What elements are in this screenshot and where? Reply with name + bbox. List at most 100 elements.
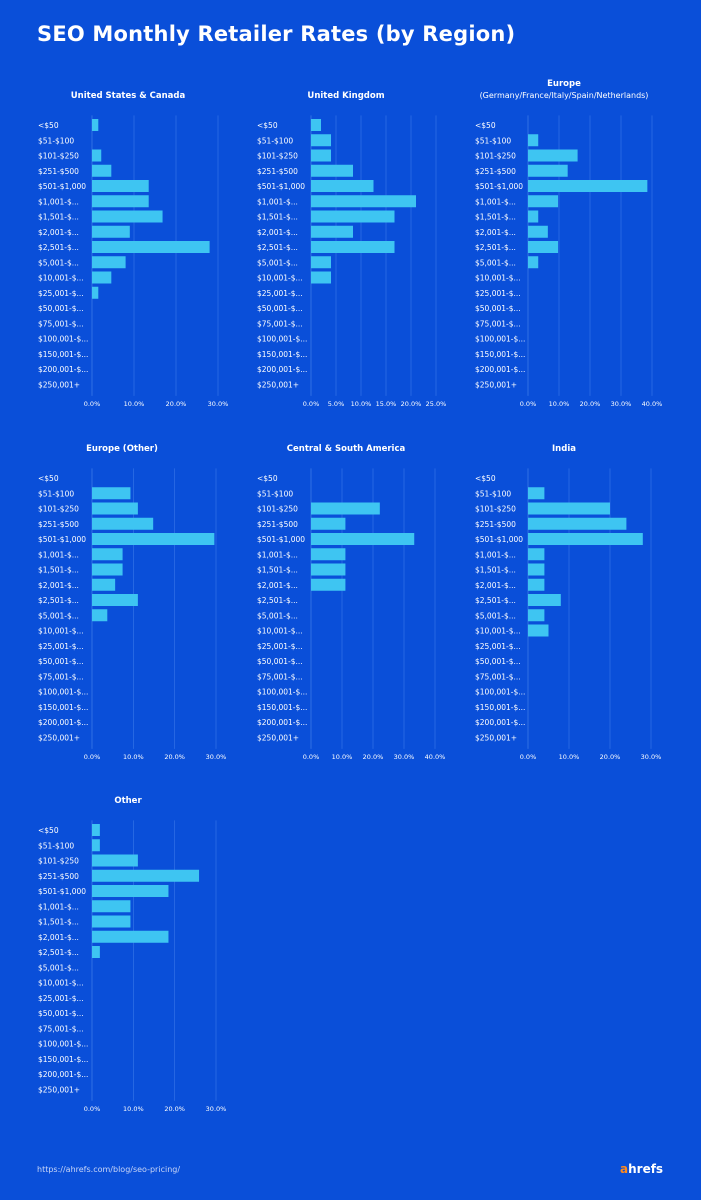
- category-label: $200,001-$...: [475, 718, 525, 727]
- category-label: $251-$500: [38, 167, 79, 176]
- category-label: $2,001-$...: [475, 228, 516, 237]
- category-label: $150,001-$...: [475, 350, 525, 359]
- bar: [528, 563, 545, 576]
- category-label: $150,001-$...: [38, 1055, 88, 1064]
- category-label: $100,001-$...: [257, 688, 307, 697]
- page-title: SEO Monthly Retailer Rates (by Region): [37, 22, 516, 46]
- bar: [92, 594, 138, 606]
- category-label: $251-$500: [38, 520, 79, 529]
- category-label: $200,001-$...: [475, 365, 525, 374]
- category-label: $1,501-$...: [38, 918, 79, 927]
- bar: [311, 225, 353, 238]
- chart-title: Central & South America: [287, 444, 406, 454]
- category-label: $501-$1,000: [38, 182, 86, 191]
- x-tick-label: 10.0%: [559, 753, 580, 761]
- category-label: $200,001-$...: [38, 365, 88, 374]
- bar: [528, 225, 548, 238]
- bar: [528, 609, 545, 622]
- bar: [311, 533, 415, 545]
- bar: [92, 824, 100, 836]
- category-label: $150,001-$...: [475, 703, 525, 712]
- bar: [92, 195, 149, 208]
- category-label: $150,001-$...: [38, 703, 88, 712]
- bar: [92, 271, 112, 284]
- category-label: $101-$250: [38, 857, 79, 866]
- x-tick-label: 10.0%: [124, 400, 145, 408]
- x-tick-label: 30.0%: [206, 753, 227, 761]
- x-tick-label: 10.0%: [549, 400, 570, 408]
- x-tick-label: 25.0%: [426, 400, 447, 408]
- bar: [92, 563, 123, 576]
- category-label: $2,501-$...: [257, 243, 298, 252]
- bar: [92, 502, 138, 515]
- category-label: $2,501-$...: [257, 596, 298, 605]
- chart-title: India: [552, 444, 576, 454]
- category-label: $1,001-$...: [38, 902, 79, 911]
- category-label: $1,501-$...: [38, 566, 79, 575]
- category-label: $250,001+: [475, 380, 517, 389]
- bar: [528, 502, 610, 515]
- x-tick-label: 30.0%: [206, 1105, 227, 1113]
- category-label: $10,001-$...: [475, 274, 521, 283]
- category-label: $501-$1,000: [257, 535, 305, 544]
- category-label: $1,001-$...: [257, 550, 298, 559]
- category-label: $101-$250: [475, 505, 516, 514]
- bar: [528, 624, 549, 637]
- category-label: <$50: [475, 474, 496, 483]
- bar: [528, 149, 578, 162]
- category-label: $1,501-$...: [475, 213, 516, 222]
- bar: [311, 502, 380, 515]
- category-label: $2,001-$...: [38, 228, 79, 237]
- x-tick-label: 10.0%: [351, 400, 372, 408]
- x-tick-label: 30.0%: [611, 400, 632, 408]
- category-label: $51-$100: [38, 136, 74, 145]
- bar: [92, 930, 169, 943]
- category-label: $75,001-$...: [475, 672, 521, 681]
- category-label: $5,001-$...: [257, 258, 298, 267]
- chart-title: United Kingdom: [307, 91, 384, 101]
- bar: [311, 241, 395, 253]
- bar: [92, 915, 131, 928]
- category-label: $250,001+: [475, 733, 517, 742]
- category-label: $501-$1,000: [475, 535, 523, 544]
- category-label: $51-$100: [475, 489, 511, 498]
- bar: [528, 210, 539, 223]
- bar: [311, 134, 331, 147]
- category-label: $1,501-$...: [38, 213, 79, 222]
- category-label: $1,001-$...: [257, 197, 298, 206]
- category-label: $501-$1,000: [38, 887, 86, 896]
- x-tick-label: 0.0%: [520, 753, 537, 761]
- category-label: <$50: [38, 826, 59, 835]
- category-label: $1,001-$...: [475, 550, 516, 559]
- category-label: $200,001-$...: [257, 365, 307, 374]
- bar: [528, 164, 568, 177]
- bar: [528, 517, 627, 530]
- category-label: <$50: [38, 121, 59, 130]
- category-label: $501-$1,000: [475, 182, 523, 191]
- bar: [311, 578, 346, 591]
- bar: [311, 548, 346, 561]
- footer-source-url[interactable]: https://ahrefs.com/blog/seo-pricing/: [37, 1165, 181, 1174]
- bar: [92, 869, 200, 882]
- bar: [528, 548, 545, 561]
- bar: [92, 119, 99, 131]
- bar: [92, 946, 100, 958]
- x-tick-label: 30.0%: [208, 400, 229, 408]
- bar: [92, 180, 149, 192]
- category-label: $75,001-$...: [38, 1024, 84, 1033]
- category-label: $1,001-$...: [38, 550, 79, 559]
- bar: [311, 563, 346, 576]
- category-label: $2,001-$...: [257, 581, 298, 590]
- category-label: $51-$100: [475, 136, 511, 145]
- category-label: $1,001-$...: [475, 197, 516, 206]
- category-label: $200,001-$...: [38, 1070, 88, 1079]
- category-label: $150,001-$...: [257, 703, 307, 712]
- category-label: $25,001-$...: [38, 289, 84, 298]
- category-label: $100,001-$...: [475, 335, 525, 344]
- chart-title: Europe (Other): [86, 444, 158, 454]
- category-label: $50,001-$...: [475, 657, 521, 666]
- category-label: $101-$250: [38, 152, 79, 161]
- category-label: $2,001-$...: [257, 228, 298, 237]
- bar: [92, 517, 154, 530]
- x-tick-label: 20.0%: [164, 753, 185, 761]
